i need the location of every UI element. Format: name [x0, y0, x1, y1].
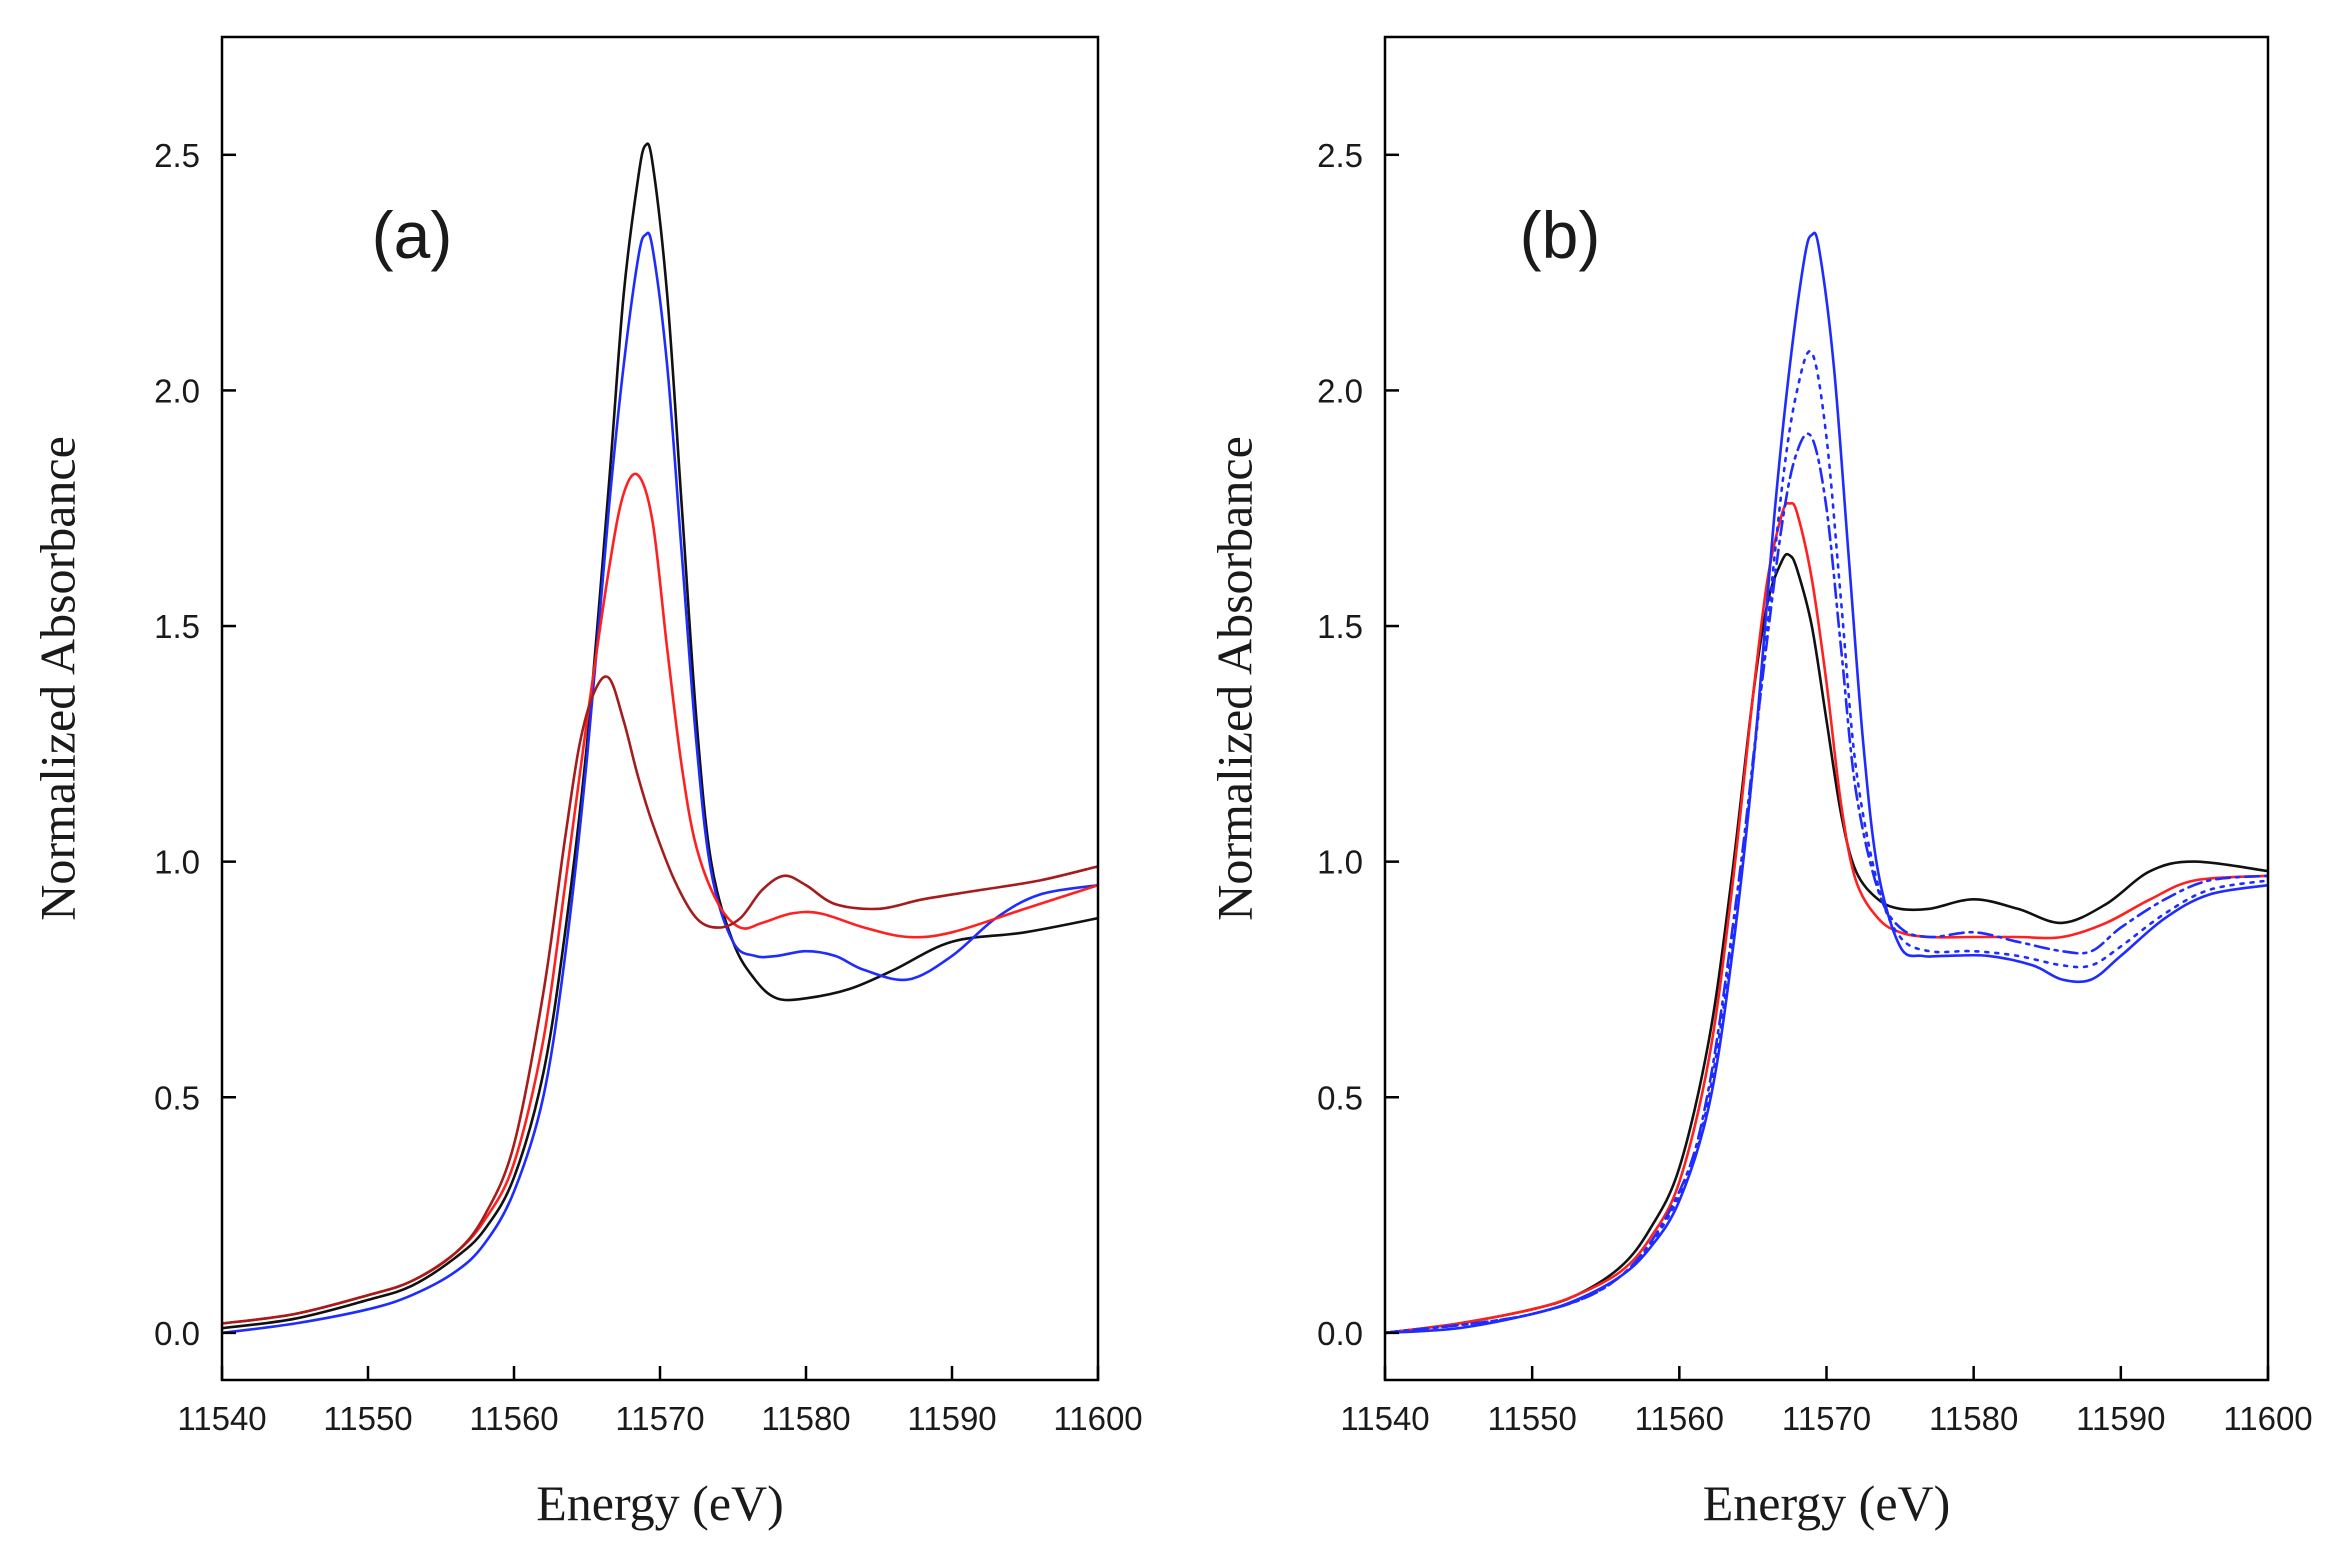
y-tick-label: 1.5: [154, 608, 200, 645]
y-tick-label: 1.5: [1317, 608, 1363, 645]
y-tick-label: 2.5: [1317, 137, 1363, 174]
x-axis-title: Energy (eV): [536, 1475, 784, 1531]
y-tick-label: 0.5: [154, 1079, 200, 1116]
series-line-darkred: [222, 675, 1098, 1325]
x-tick-label: 11580: [1929, 1400, 2018, 1437]
x-axis-title: Energy (eV): [1703, 1475, 1951, 1531]
series-line-red: [222, 472, 1098, 1325]
panel-label: (a): [372, 198, 453, 272]
plot-frame: [220, 35, 1100, 1382]
y-tick-label: 0.0: [1317, 1315, 1363, 1352]
y-tick-label: 2.5: [154, 137, 200, 174]
series-group: [222, 142, 1098, 1335]
series-line-blue-dashdot: [1385, 432, 2268, 1335]
x-tick-label: 11560: [469, 1400, 558, 1437]
y-axis-title: Normalized Absorbance: [1206, 436, 1262, 921]
series-line-black: [222, 142, 1098, 1330]
x-tick-label: 11580: [761, 1400, 850, 1437]
series-line-black: [1385, 552, 2268, 1335]
x-tick-label: 11540: [177, 1400, 266, 1437]
y-axis-title: Normalized Absorbance: [29, 436, 85, 921]
x-tick-label: 11590: [2076, 1400, 2165, 1437]
x-tick-label: 11550: [323, 1400, 412, 1437]
y-tick-label: 1.0: [154, 844, 200, 881]
panel-b: 11540 11550 11560 11570 11580 11590 11600 0.0 0.…: [1206, 35, 2313, 1531]
series-line-blue-dotted: [1385, 349, 2268, 1335]
y-tick-label: 0.0: [154, 1315, 200, 1352]
y-tick-label: 2.0: [154, 372, 200, 409]
plot-frame: [1383, 35, 2270, 1382]
x-tick-label: 11540: [1340, 1400, 1429, 1437]
x-tick-label: 11570: [615, 1400, 704, 1437]
x-tick-label: 11570: [1782, 1400, 1871, 1437]
x-tick-label: 11550: [1488, 1400, 1577, 1437]
y-tick-label: 1.0: [1317, 844, 1363, 881]
series-group: [1385, 231, 2268, 1335]
x-tick-label: 11590: [907, 1400, 996, 1437]
x-tick-label: 11560: [1635, 1400, 1724, 1437]
panel-label: (b): [1520, 198, 1601, 272]
series-line-red: [1385, 501, 2268, 1335]
x-tick-label: 11600: [2223, 1400, 2312, 1437]
y-tick-label: 2.0: [1317, 372, 1363, 409]
panel-a: 11540 11550 11560 11570 11580 11590 11600 0.0 0.…: [29, 35, 1143, 1531]
series-line-blue: [222, 231, 1098, 1335]
y-tick-label: 0.5: [1317, 1079, 1363, 1116]
x-tick-label: 11600: [1053, 1400, 1142, 1437]
series-line-blue: [1385, 231, 2268, 1335]
